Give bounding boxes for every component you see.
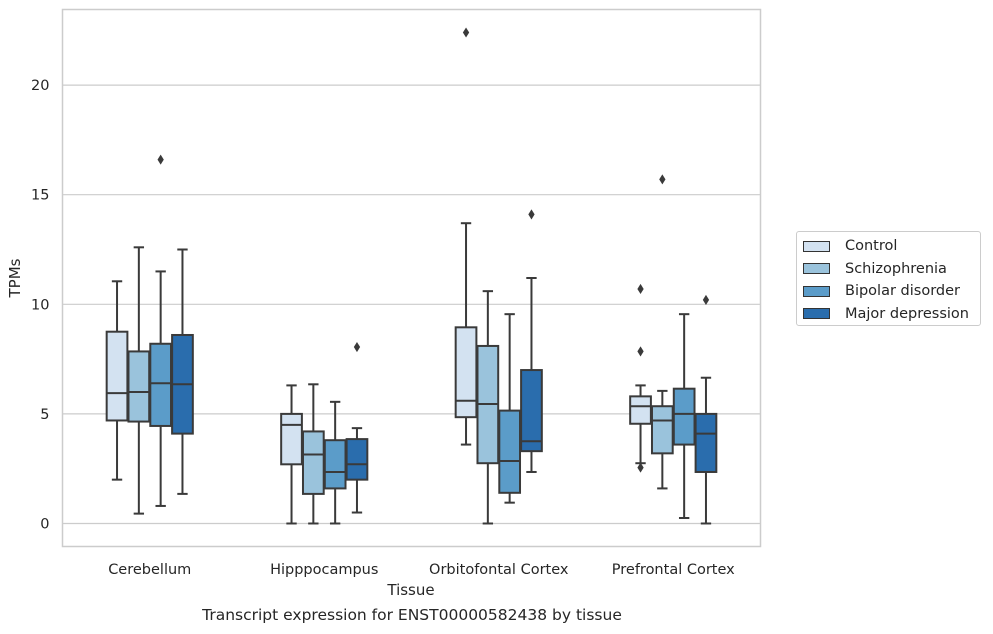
y-tick-label: 15 — [31, 188, 49, 204]
legend-label: Control — [845, 238, 898, 255]
x-tick-labels: Cerebellum Hipppocampus Orbitofontal Corte… — [108, 562, 735, 578]
box-iqr — [345, 438, 369, 481]
box-iqr — [280, 412, 303, 466]
legend-label: Major depression — [845, 305, 969, 322]
outlier-point — [528, 209, 535, 220]
box-iqr — [323, 439, 347, 490]
chart-caption: Transcript expression for ENST0000058243… — [202, 606, 622, 624]
box-1-2 — [323, 400, 347, 525]
box-0-3 — [171, 248, 194, 495]
box-iqr — [301, 430, 325, 495]
box-2-0 — [454, 27, 478, 446]
box-iqr — [105, 330, 129, 422]
legend-swatch — [803, 240, 830, 252]
box-0-1 — [127, 246, 151, 515]
box-2-2 — [498, 313, 522, 504]
box-iqr — [672, 387, 696, 446]
box-iqr — [694, 412, 718, 473]
legend-swatch — [803, 285, 830, 297]
x-tick-label: Prefrontal Cortex — [612, 562, 735, 578]
legend: Control Schizophrenia Bipolar disorder Majo… — [796, 231, 981, 326]
legend-item: Schizophrenia — [803, 258, 980, 281]
outlier-point — [462, 27, 470, 38]
outlier-point — [353, 342, 361, 353]
y-tick-label: 0 — [40, 516, 49, 532]
plot-area — [61, 8, 762, 548]
outlier-point — [702, 294, 710, 305]
x-tick-label: Orbitofontal Cortex — [429, 562, 569, 578]
legend-swatch — [803, 263, 830, 275]
box-iqr — [127, 350, 151, 423]
box-2-1 — [476, 290, 500, 525]
legend-label: Schizophrenia — [845, 260, 947, 277]
legend-swatch — [803, 308, 830, 320]
box-iqr — [629, 395, 652, 425]
y-tick-label: 5 — [40, 407, 49, 423]
box-groups — [105, 27, 718, 525]
outlier-point — [637, 462, 644, 473]
y-axis-label: TPMs — [6, 258, 24, 298]
y-tick-label: 20 — [31, 78, 49, 94]
box-3-0 — [629, 283, 652, 473]
box-iqr — [149, 342, 173, 427]
box-3-3 — [694, 294, 718, 525]
box-iqr — [520, 369, 543, 453]
outlier-point — [637, 346, 644, 357]
box-3-2 — [672, 313, 696, 520]
x-tick-label: Hipppocampus — [270, 562, 378, 578]
legend-item: Control — [803, 235, 980, 258]
box-iqr — [650, 405, 674, 455]
box-0-0 — [105, 280, 129, 481]
box-0-2 — [149, 154, 173, 507]
x-axis-label: Tissue — [386, 581, 434, 599]
outlier-point — [637, 283, 644, 294]
box-2-3 — [520, 209, 543, 473]
outlier-point — [157, 154, 164, 165]
box-1-1 — [301, 383, 325, 525]
box-iqr — [454, 326, 478, 419]
legend-item: Major depression — [803, 303, 980, 326]
outlier-point — [659, 174, 666, 185]
x-tick-label: Cerebellum — [108, 562, 191, 578]
legend-label: Bipolar disorder — [845, 283, 960, 300]
y-tick-label: 10 — [31, 297, 49, 313]
box-1-0 — [280, 384, 303, 525]
box-1-3 — [345, 342, 369, 514]
legend-item: Bipolar disorder — [803, 280, 980, 303]
box-iqr — [498, 409, 522, 494]
box-3-1 — [650, 174, 674, 490]
y-tick-labels: 0 5 10 15 20 — [31, 78, 49, 532]
